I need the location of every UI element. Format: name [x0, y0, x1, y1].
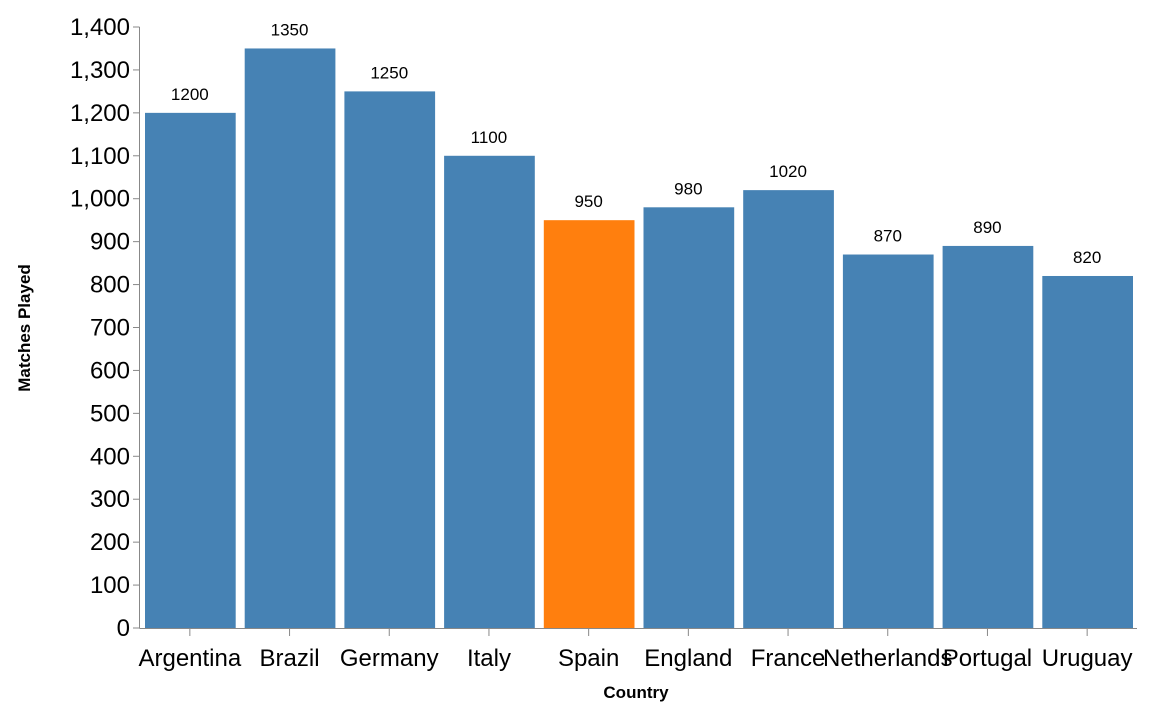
x-tick-label: Argentina [138, 645, 241, 672]
y-tick-label: 900 [90, 229, 130, 256]
x-tick-label: Italy [467, 645, 511, 672]
y-tick-label: 800 [90, 272, 130, 299]
data-label: 980 [674, 179, 702, 198]
bar [145, 112, 236, 629]
y-tick-label: 700 [90, 315, 130, 342]
y-tick-label: 500 [90, 400, 130, 427]
y-tick-label: 400 [90, 443, 130, 470]
y-tick-label: 600 [90, 357, 130, 384]
x-axis: Argentina Brazil Germany Italy Spain England F… [138, 628, 1137, 672]
data-label: 870 [874, 227, 902, 246]
data-label: 820 [1073, 248, 1101, 267]
bar [743, 190, 834, 628]
x-tick-label: England [644, 645, 732, 672]
bars [145, 48, 1133, 629]
y-tick-label: 1,200 [70, 100, 130, 127]
bar [444, 155, 535, 629]
x-tick-label: Germany [340, 645, 439, 672]
data-label: 890 [973, 218, 1001, 237]
data-label: 1200 [171, 85, 209, 104]
y-axis-title: Matches Played [15, 264, 34, 392]
x-tick-label: Portugal [943, 645, 1032, 672]
y-tick-label: 200 [90, 529, 130, 556]
y-tick-label: 100 [90, 572, 130, 599]
bar [1042, 275, 1133, 628]
data-label: 1250 [370, 63, 408, 82]
x-tick-label: Netherlands [823, 645, 952, 672]
data-label: 1020 [769, 162, 807, 181]
bar [842, 254, 934, 628]
bar [543, 220, 635, 628]
x-tick-label: Spain [558, 645, 619, 672]
y-tick-label: 1,100 [70, 143, 130, 170]
y-axis: 0 100 200 300 400 500 600 700 800 900 1,000 1,100 1,… [70, 14, 140, 642]
x-axis-title: Country [603, 683, 669, 702]
y-tick-label: 0 [117, 615, 130, 642]
x-tick-label: Uruguay [1042, 645, 1133, 672]
data-labels: 1200 1350 1250 1100 950 980 1020 870 890 820 [171, 20, 1101, 267]
data-label: 1350 [271, 20, 309, 39]
data-label: 950 [574, 192, 602, 211]
data-label: 1100 [471, 128, 508, 147]
y-tick-label: 300 [90, 486, 130, 513]
x-tick-label: Brazil [260, 645, 320, 672]
y-tick-label: 1,400 [70, 14, 130, 41]
bar [643, 207, 735, 629]
bar [344, 91, 436, 628]
y-tick-label: 1,300 [70, 57, 130, 84]
bar [244, 48, 336, 628]
x-tick-label: France [751, 645, 826, 672]
y-tick-label: 1,000 [70, 186, 130, 213]
bar [942, 245, 1034, 628]
